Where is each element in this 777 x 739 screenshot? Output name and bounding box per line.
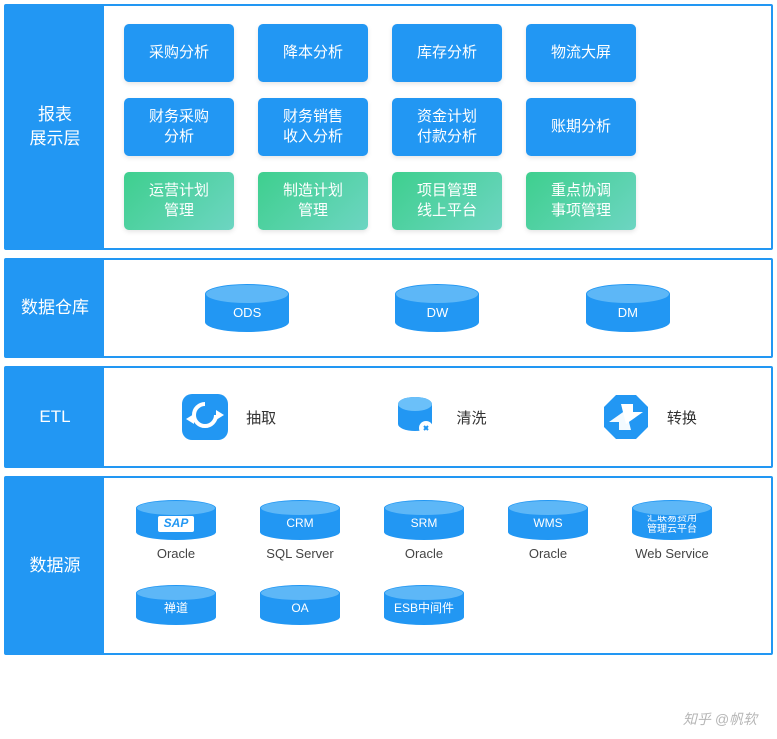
source-row: SAP Oracle CRM SQL Server SRM Oracle WMS Oracle… xyxy=(128,500,720,561)
layer-source: 数据源 SAP Oracle CRM SQL Server SRM Oracle WMS Or… xyxy=(4,476,773,655)
etl-content: 抽取 清洗 转换 xyxy=(104,368,771,466)
layer-label-etl: ETL xyxy=(6,368,104,466)
etl-label: 抽取 xyxy=(246,407,276,428)
cylinder: ODS xyxy=(205,284,289,332)
etl-item: 抽取 xyxy=(178,390,276,444)
layer-label-source: 数据源 xyxy=(6,478,104,653)
card-blue: 降本分析 xyxy=(258,24,368,82)
cylinder-top xyxy=(384,585,464,601)
card-row: 采购分析降本分析库存分析物流大屏 xyxy=(124,24,751,82)
source-item: CRM SQL Server xyxy=(252,500,348,561)
cylinder: CRM xyxy=(260,500,340,540)
cylinder: OA xyxy=(260,585,340,625)
cylinder-top xyxy=(260,585,340,601)
cylinder: DW xyxy=(395,284,479,332)
card-green: 制造计划 管理 xyxy=(258,172,368,230)
watermark: 知乎 @帆软 xyxy=(683,709,757,729)
layer-label-warehouse: 数据仓库 xyxy=(6,260,104,356)
layer-label-text: 数据仓库 xyxy=(21,296,89,320)
cylinder: ESB中间件 xyxy=(384,585,464,625)
card-blue: 物流大屏 xyxy=(526,24,636,82)
card-green: 项目管理 线上平台 xyxy=(392,172,502,230)
card-blue: 财务销售 收入分析 xyxy=(258,98,368,156)
source-item: 汇联易费用 管理云平台 Web Service xyxy=(624,500,720,561)
layer-label-presentation: 报表 展示层 xyxy=(6,6,104,248)
cylinder: SRM xyxy=(384,500,464,540)
source-item: WMS Oracle xyxy=(500,500,596,561)
source-item: 禅道 xyxy=(128,585,224,631)
cylinder-top xyxy=(395,284,479,304)
cylinder-top xyxy=(508,500,588,516)
source-label: Oracle xyxy=(529,546,567,561)
card-row: 财务采购 分析财务销售 收入分析资金计划 付款分析账期分析 xyxy=(124,98,751,156)
cylinder: WMS xyxy=(508,500,588,540)
cylinder: 汇联易费用 管理云平台 xyxy=(632,500,712,540)
layer-warehouse: 数据仓库 ODS DW DM xyxy=(4,258,773,358)
card-blue: 采购分析 xyxy=(124,24,234,82)
layer-label-text: 数据源 xyxy=(30,554,81,578)
source-content: SAP Oracle CRM SQL Server SRM Oracle WMS Oracle… xyxy=(104,478,771,653)
cylinder: 禅道 xyxy=(136,585,216,625)
source-label: Web Service xyxy=(635,546,708,561)
cylinder-top xyxy=(586,284,670,304)
source-label: Oracle xyxy=(157,546,195,561)
card-blue: 资金计划 付款分析 xyxy=(392,98,502,156)
sap-badge: SAP xyxy=(158,516,195,531)
layer-presentation: 报表 展示层 采购分析降本分析库存分析物流大屏财务采购 分析财务销售 收入分析资… xyxy=(4,4,773,250)
cylinder-top xyxy=(136,500,216,516)
card-blue: 库存分析 xyxy=(392,24,502,82)
card-green: 重点协调 事项管理 xyxy=(526,172,636,230)
source-label: SQL Server xyxy=(266,546,333,561)
etl-label: 转换 xyxy=(667,407,697,428)
cylinder-top xyxy=(205,284,289,304)
layer-label-text: ETL xyxy=(39,405,70,429)
card-green: 运营计划 管理 xyxy=(124,172,234,230)
cylinder-top xyxy=(136,585,216,601)
card-blue: 账期分析 xyxy=(526,98,636,156)
card-blue: 财务采购 分析 xyxy=(124,98,234,156)
etl-item: 转换 xyxy=(599,390,697,444)
source-item: SAP Oracle xyxy=(128,500,224,561)
cylinder-top xyxy=(384,500,464,516)
layer-label-text: 报表 展示层 xyxy=(30,103,81,151)
clean-icon xyxy=(388,390,442,444)
card-row: 运营计划 管理制造计划 管理项目管理 线上平台重点协调 事项管理 xyxy=(124,172,751,230)
transform-icon xyxy=(599,390,653,444)
source-item: OA xyxy=(252,585,348,631)
source-row: 禅道 OA ESB中间件 xyxy=(128,585,472,631)
presentation-content: 采购分析降本分析库存分析物流大屏财务采购 分析财务销售 收入分析资金计划 付款分… xyxy=(104,6,771,248)
etl-item: 清洗 xyxy=(388,390,486,444)
source-item: SRM Oracle xyxy=(376,500,472,561)
refresh-icon xyxy=(178,390,232,444)
layer-etl: ETL 抽取 清洗 转换 xyxy=(4,366,773,468)
cylinder: SAP xyxy=(136,500,216,540)
cylinder-top xyxy=(260,500,340,516)
warehouse-content: ODS DW DM xyxy=(104,260,771,356)
cylinder: DM xyxy=(586,284,670,332)
etl-label: 清洗 xyxy=(456,407,486,428)
source-label: Oracle xyxy=(405,546,443,561)
cylinder-top xyxy=(632,500,712,516)
source-item: ESB中间件 xyxy=(376,585,472,631)
